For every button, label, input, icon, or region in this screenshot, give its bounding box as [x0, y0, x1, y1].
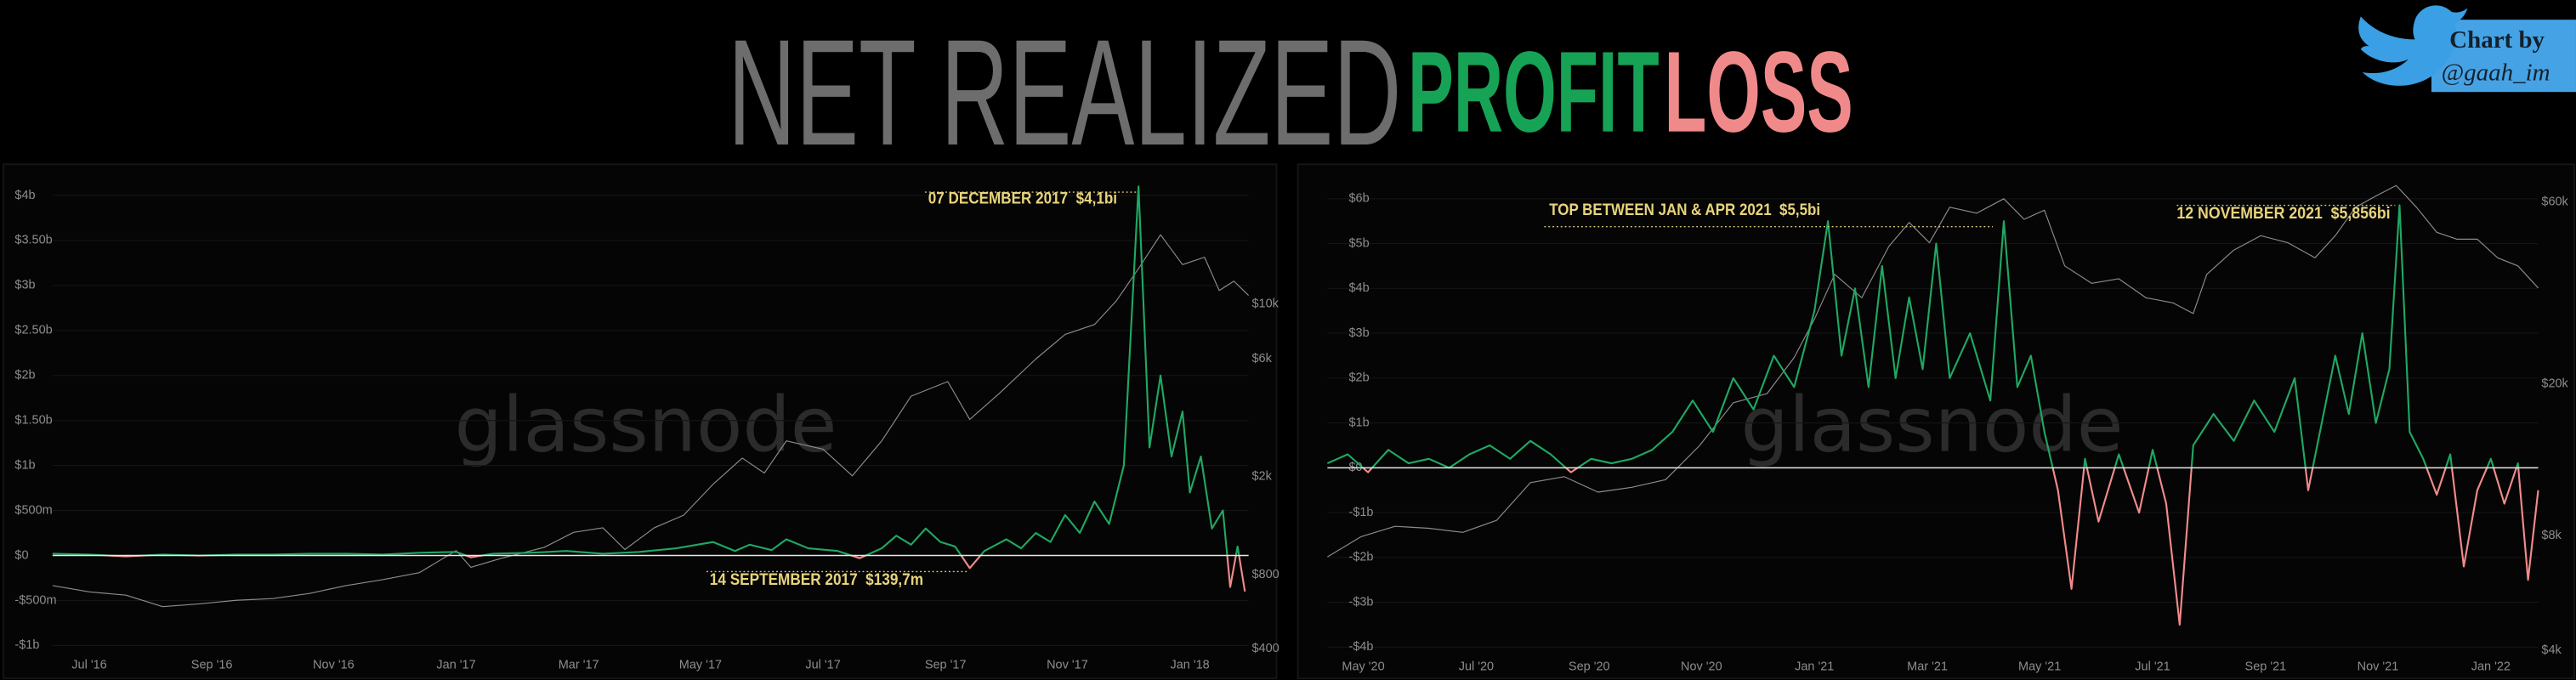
- y-tick-label: -$2b: [1348, 551, 1373, 564]
- y-tick-label: -$500m: [14, 593, 56, 607]
- y-tick-label: $5b: [1348, 236, 1369, 250]
- x-tick-label: Jan '22: [2471, 660, 2511, 673]
- panel-left: [2, 163, 1278, 680]
- y-tick-label: $2.50b: [14, 324, 52, 337]
- y-tick-label: $1b: [14, 458, 35, 472]
- y-tick-label: $500m: [14, 503, 52, 517]
- watermark: glassnode: [1740, 381, 2123, 469]
- x-tick-label: Nov '17: [1047, 658, 1088, 672]
- y-tick-label: -$3b: [1348, 595, 1373, 609]
- net-pl-line: [52, 185, 1246, 592]
- y-tick-label: $0: [14, 548, 28, 562]
- annotation: 12 NOVEMBER 2021 $5,856bi: [2176, 205, 2390, 223]
- price-line: [52, 234, 1250, 608]
- y2-tick-label: $8k: [2541, 529, 2562, 542]
- x-tick-label: Jan '17: [436, 658, 475, 672]
- x-tick-label: Jul '20: [1459, 660, 1494, 673]
- y-tick-label: -$1b: [1348, 506, 1373, 519]
- price-line: [1327, 184, 2539, 558]
- annotation: 07 DECEMBER 2017 $4,1bi: [928, 190, 1117, 208]
- twitter-bird: [2358, 5, 2468, 86]
- y2-tick-label: $6k: [1251, 352, 1272, 366]
- y2-tick-label: $60k: [2541, 196, 2568, 209]
- x-tick-label: Mar '21: [1907, 660, 1948, 673]
- y-tick-label: -$1b: [14, 638, 39, 652]
- x-tick-label: May '21: [2018, 660, 2061, 673]
- chart: glassnode$6b$5b$4b$3b$2b$1b$0-$1b-$2b-$3…: [1326, 184, 2569, 673]
- y2-tick-label: $20k: [2541, 377, 2568, 391]
- y2-tick-label: $2k: [1251, 469, 1272, 483]
- y-tick-label: $4b: [14, 189, 35, 202]
- x-tick-label: Jan '18: [1170, 658, 1209, 672]
- annotation: 14 SEPTEMBER 2017 $139,7m: [710, 571, 923, 589]
- y2-tick-label: $4k: [2541, 643, 2562, 657]
- x-tick-label: Sep '16: [191, 658, 233, 672]
- title: NET REALIZED: [728, 8, 1401, 177]
- x-tick-label: Sep '20: [1569, 660, 1610, 673]
- badge: Chart by @gaah_im: [2358, 5, 2576, 93]
- badge-line1: Chart by: [2449, 26, 2545, 54]
- badge-line2: @gaah_im: [2442, 60, 2550, 87]
- y-tick-label: $3b: [1348, 326, 1369, 340]
- y2-tick-label: $10k: [1251, 297, 1279, 310]
- y-tick-label: $2b: [1348, 371, 1369, 385]
- y-tick-label: -$4b: [1348, 640, 1373, 654]
- x-tick-label: May '17: [679, 658, 722, 672]
- x-tick-label: Sep '17: [925, 658, 967, 672]
- y-tick-label: $1.50b: [14, 414, 52, 428]
- y-tick-label: $3.50b: [14, 234, 52, 247]
- annotation: TOP BETWEEN JAN & APR 2021 $5,5bi: [1549, 201, 1820, 219]
- y-tick-label: $3b: [14, 279, 35, 292]
- y-tick-label: $2b: [14, 369, 35, 382]
- x-tick-label: May '20: [1342, 660, 1384, 673]
- title-loss: LOSS: [1665, 28, 1853, 156]
- y-tick-label: $4b: [1348, 281, 1369, 295]
- x-tick-label: Nov '20: [1681, 660, 1722, 673]
- x-tick-label: Jul '17: [805, 658, 840, 672]
- x-tick-label: Nov '21: [2358, 660, 2399, 673]
- title-profit: PROFIT: [1408, 28, 1660, 156]
- x-tick-label: Jan '21: [1795, 660, 1834, 673]
- y-tick-label: $1b: [1348, 416, 1369, 429]
- y2-tick-label: $400: [1251, 642, 1279, 655]
- y2-tick-label: $800: [1251, 568, 1279, 581]
- x-tick-label: Jul '21: [2135, 660, 2170, 673]
- x-tick-label: Mar '17: [559, 658, 599, 672]
- x-tick-label: Jul '16: [71, 658, 106, 672]
- x-tick-label: Nov '16: [313, 658, 355, 672]
- watermark: glassnode: [454, 381, 837, 469]
- chart: glassnode $4b $3.50b $3b $2.50b $2b $1.50b $1b $…: [14, 185, 1279, 672]
- x-tick-label: Sep '21: [2245, 660, 2287, 673]
- y-tick-label: $6b: [1348, 192, 1369, 206]
